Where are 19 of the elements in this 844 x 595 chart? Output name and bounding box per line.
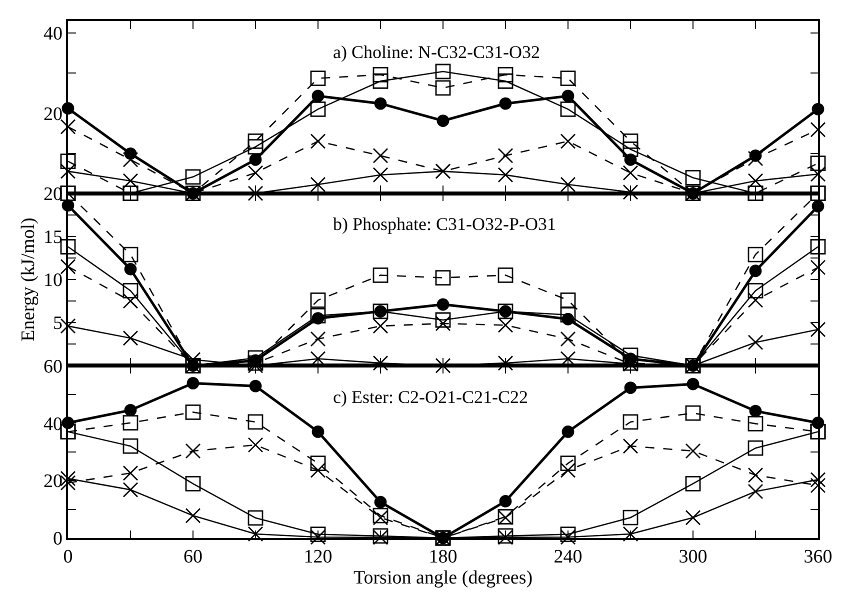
x-tick-label: 360	[804, 546, 832, 568]
y-tick-label: 15	[43, 227, 62, 248]
x-axis-title: Torsion angle (degrees)	[353, 568, 533, 589]
x-tick-label: 60	[184, 546, 202, 568]
text: c) Ester: C2-O21-C21-C22	[333, 387, 528, 407]
y-tick-label: 20	[43, 104, 62, 125]
x-tick-label: 240	[554, 546, 582, 568]
y-tick-label: 20	[43, 471, 62, 492]
y-axis-title: Energy (kJ/mol)	[18, 218, 39, 342]
y-tick-label: 40	[43, 24, 62, 45]
x-tick-label: 180	[428, 546, 458, 568]
y-tick-label: 60	[43, 356, 62, 378]
text: b) Phosphate: C31-O32-P-O31	[333, 214, 556, 234]
y-tick-label: 0	[52, 528, 62, 550]
x-tick-label: 300	[678, 546, 708, 568]
y-tick-label: 5	[52, 313, 62, 334]
x-tick-label: 120	[304, 546, 332, 568]
text: a) Choline: N-C32-C31-O32	[333, 42, 540, 62]
y-tick-label: 10	[43, 270, 62, 292]
